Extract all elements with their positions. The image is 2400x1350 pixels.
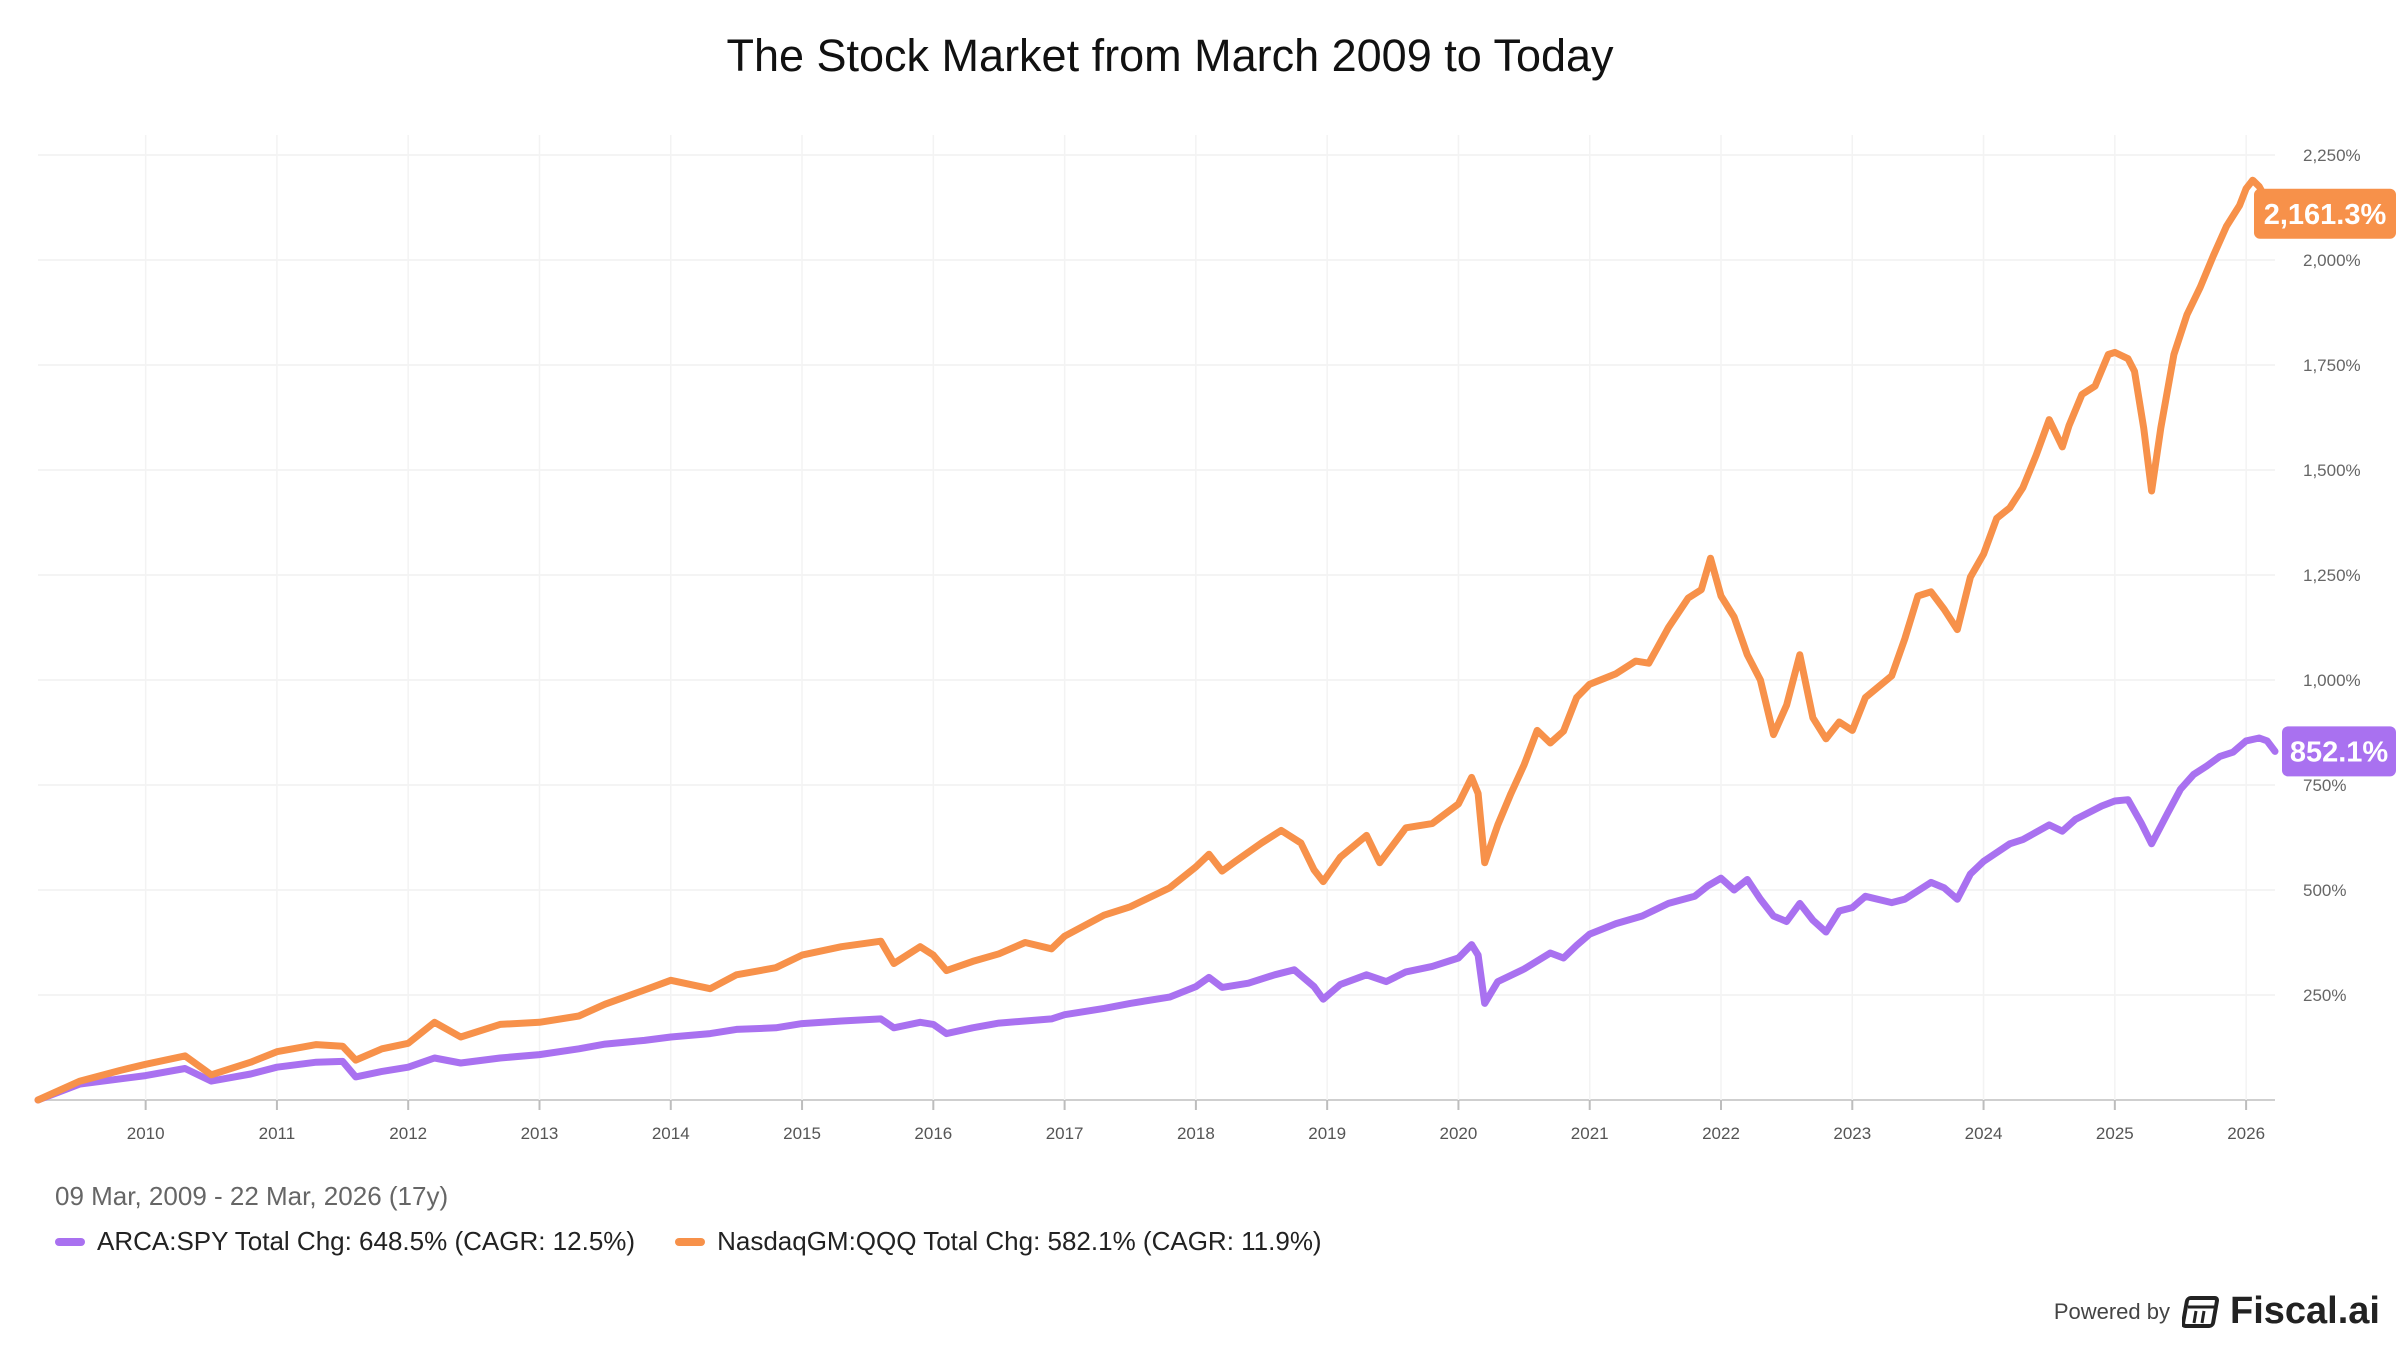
end-label-bg bbox=[2254, 188, 2396, 239]
y-tick-label: 2,250% bbox=[2303, 146, 2361, 165]
brand-name: Fiscal.ai bbox=[2230, 1290, 2380, 1332]
powered-by-label: Powered by bbox=[2053, 1298, 2171, 1324]
x-tick-label: 2021 bbox=[1571, 1124, 1609, 1143]
x-axis: 2010 2011 2012 2013 2014 2015 2016 2017 2018 2019… bbox=[127, 1100, 2265, 1143]
y-tick-label: 1,000% bbox=[2303, 671, 2361, 690]
x-tick-label: 2017 bbox=[1046, 1124, 1084, 1143]
x-tick-label: 2020 bbox=[1440, 1124, 1478, 1143]
y-axis: 250% 500% 750% 1,000% 1,250% 1,500% 1,750% 2,00… bbox=[2303, 146, 2361, 1005]
powered-by[interactable]: Powered by Fiscal.ai bbox=[2054, 1290, 2380, 1333]
series-line-arca-spy bbox=[34, 734, 2279, 1104]
end-label-bg bbox=[2282, 726, 2396, 777]
legend-label-qqq: NasdaqGM:QQQ Total Chg: 582.1% (CAGR: 11… bbox=[717, 1226, 1322, 1256]
y-tick-label: 750% bbox=[2303, 776, 2346, 795]
date-range: 09 Mar, 2009 - 22 Mar, 2026 (17y) bbox=[55, 1181, 449, 1211]
x-tick-label: 2012 bbox=[389, 1124, 427, 1143]
x-tick-label: 2010 bbox=[127, 1124, 165, 1143]
y-tick-label: 1,750% bbox=[2303, 356, 2361, 375]
x-tick-label: 2024 bbox=[1965, 1124, 2003, 1143]
y-tick-label: 1,250% bbox=[2303, 566, 2361, 585]
x-tick-label: 2025 bbox=[2096, 1124, 2134, 1143]
x-tick-label: 2023 bbox=[1833, 1124, 1871, 1143]
chart-series bbox=[34, 176, 2279, 1104]
x-tick-label: 2018 bbox=[1177, 1124, 1215, 1143]
end-label-1: 2,161.3% bbox=[2254, 188, 2396, 239]
legend-label-spy: ARCA:SPY Total Chg: 648.5% (CAGR: 12.5%) bbox=[97, 1226, 636, 1256]
x-tick-label: 2015 bbox=[783, 1124, 821, 1143]
end-labels: 852.1% 2,161.3% bbox=[2254, 188, 2396, 777]
end-label-value: 852.1% bbox=[2290, 736, 2389, 768]
series-line-nasdaqgm-qqq bbox=[34, 176, 2279, 1104]
legend-item-qqq[interactable]: NasdaqGM:QQQ Total Chg: 582.1% (CAGR: 11… bbox=[675, 1226, 1322, 1257]
x-tick-label: 2019 bbox=[1308, 1124, 1346, 1143]
legend-swatch-qqq bbox=[675, 1237, 706, 1246]
y-tick-label: 500% bbox=[2303, 881, 2346, 900]
end-label-0: 852.1% bbox=[2282, 726, 2396, 777]
x-tick-label: 2016 bbox=[914, 1124, 952, 1143]
legend: ARCA:SPY Total Chg: 648.5% (CAGR: 12.5%)… bbox=[55, 1226, 1362, 1257]
chart-grid bbox=[38, 135, 2275, 1101]
legend-item-spy[interactable]: ARCA:SPY Total Chg: 648.5% (CAGR: 12.5%) bbox=[55, 1226, 635, 1257]
y-tick-label: 1,500% bbox=[2303, 461, 2361, 480]
x-tick-label: 2026 bbox=[2227, 1124, 2265, 1143]
chart-title: The Stock Market from March 2009 to Toda… bbox=[726, 30, 1614, 81]
legend-swatch-spy bbox=[55, 1237, 85, 1246]
x-tick-label: 2011 bbox=[259, 1124, 296, 1143]
y-tick-label: 250% bbox=[2303, 986, 2346, 1005]
fiscal-logo-icon bbox=[2182, 1295, 2220, 1328]
y-tick-label: 2,000% bbox=[2303, 251, 2361, 270]
x-tick-label: 2022 bbox=[1702, 1124, 1740, 1143]
x-tick-label: 2014 bbox=[652, 1124, 690, 1143]
end-label-value: 2,161.3% bbox=[2264, 199, 2387, 231]
x-tick-label: 2013 bbox=[521, 1124, 559, 1143]
